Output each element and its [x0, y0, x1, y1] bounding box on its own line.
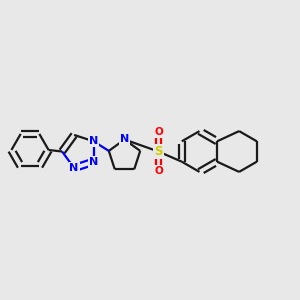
Text: N: N [70, 163, 79, 173]
Text: O: O [154, 166, 163, 176]
Text: O: O [154, 127, 163, 137]
Text: N: N [89, 157, 98, 167]
Text: S: S [154, 145, 163, 158]
Text: N: N [120, 134, 129, 145]
Text: N: N [89, 136, 98, 146]
